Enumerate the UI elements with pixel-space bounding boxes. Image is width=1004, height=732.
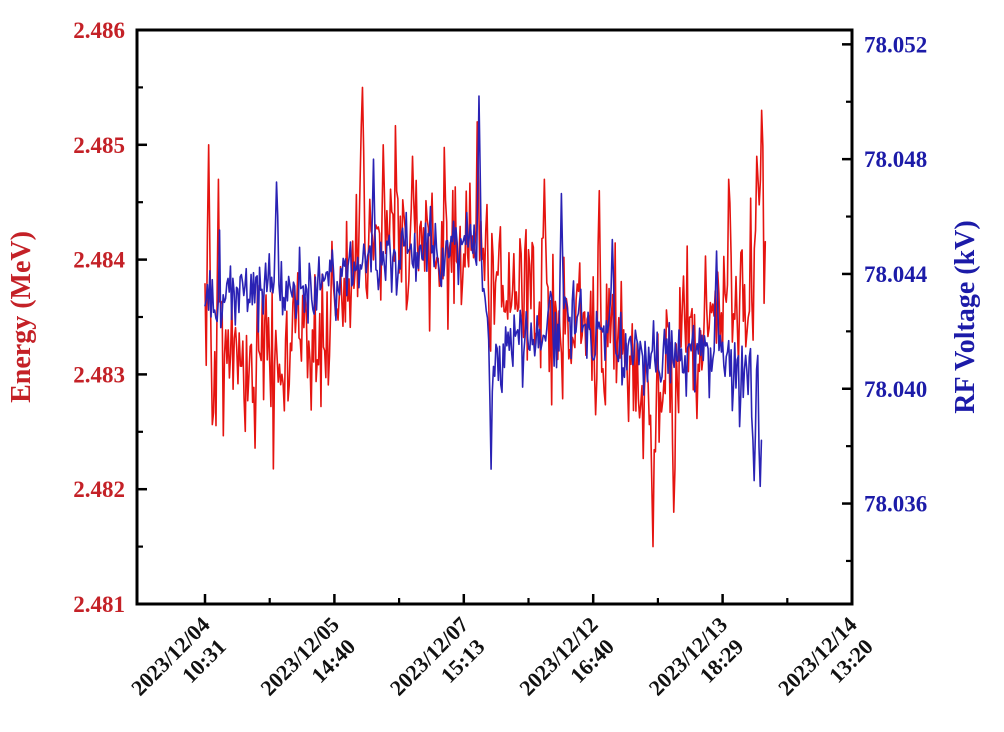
right-tick-label: 78.040 — [864, 377, 927, 402]
left-tick-label: 2.482 — [73, 477, 125, 502]
left-tick-label: 2.483 — [73, 362, 125, 387]
right-tick-label: 78.052 — [864, 32, 927, 57]
series-energy — [204, 86, 767, 548]
series-rf-voltage — [204, 95, 763, 488]
right-axis-title: RF Voltage (kV) — [950, 220, 981, 413]
right-tick-label: 78.048 — [864, 147, 927, 172]
left-axis-title: Energy (MeV) — [6, 231, 37, 403]
left-tick-label: 2.486 — [73, 18, 125, 43]
left-tick-label: 2.484 — [73, 248, 125, 273]
left-tick-label: 2.485 — [73, 133, 125, 158]
right-tick-label: 78.044 — [864, 262, 928, 287]
left-tick-label: 2.481 — [73, 592, 125, 617]
series-layer — [204, 86, 767, 548]
right-tick-label: 78.036 — [864, 492, 927, 517]
